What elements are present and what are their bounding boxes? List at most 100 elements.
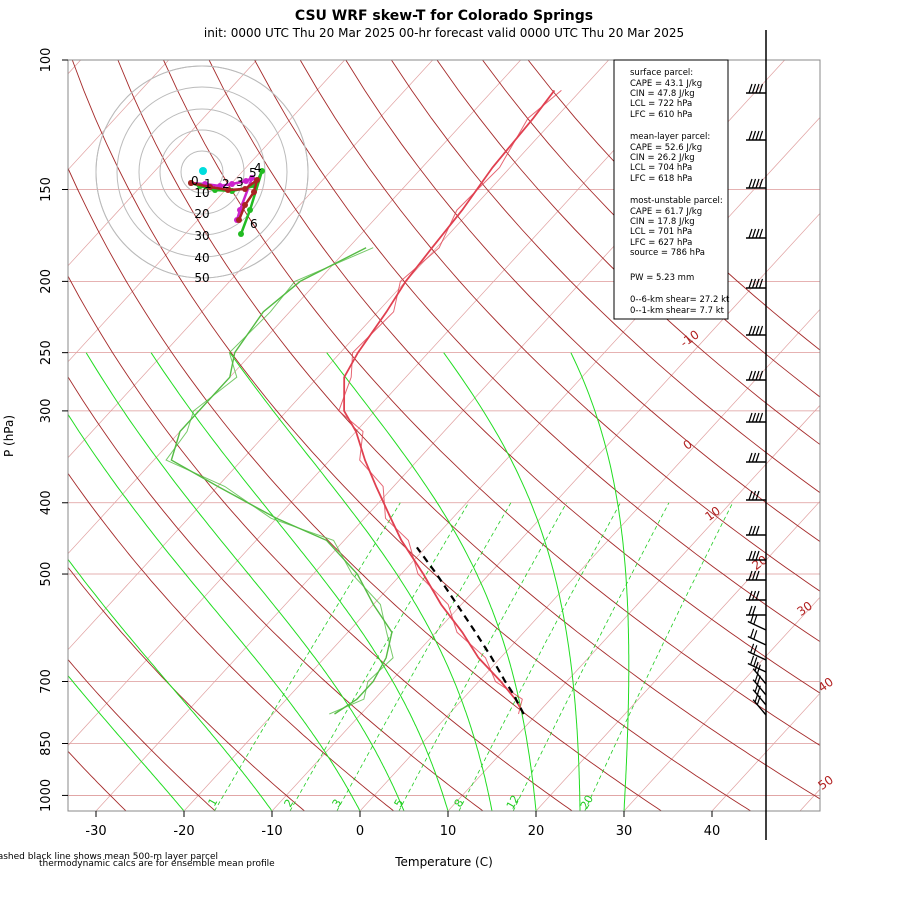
wind-barb-flag bbox=[750, 613, 755, 624]
dry-adiabat-line bbox=[68, 658, 216, 811]
dry-adiabat-line bbox=[436, 60, 820, 446]
storm-motion-marker bbox=[199, 167, 207, 175]
mean-layer-cape: CAPE = 52.6 J/kg bbox=[630, 143, 702, 153]
wind-barb-flag bbox=[751, 590, 757, 601]
hodograph-point bbox=[259, 168, 265, 174]
x-tick-label: -10 bbox=[261, 824, 282, 839]
hodograph-point bbox=[188, 180, 194, 186]
hodograph-point bbox=[242, 202, 248, 208]
mean-layer-cin: CIN = 26.2 J/kg bbox=[630, 153, 695, 163]
wind-barb-flag bbox=[751, 278, 757, 289]
wind-barb-flag bbox=[758, 278, 764, 289]
y-tick-label: 150 bbox=[39, 177, 54, 202]
wind-barb bbox=[746, 370, 766, 381]
hodograph-point bbox=[225, 187, 231, 193]
wind-barb-flag bbox=[753, 630, 758, 640]
wind-barb-flag bbox=[748, 130, 753, 141]
y-tick-label: 200 bbox=[39, 269, 54, 294]
hodograph-point bbox=[247, 207, 253, 213]
y-tick-label: 700 bbox=[39, 669, 54, 694]
surface-lfc: LFC = 610 hPa bbox=[630, 110, 692, 120]
temperature-trace bbox=[343, 89, 556, 715]
sounding-traces bbox=[165, 89, 562, 715]
wind-barb-flag bbox=[755, 130, 760, 141]
wind-barb-flag bbox=[758, 412, 764, 423]
dry-adiabat-line bbox=[68, 750, 127, 811]
hodograph-height-label: 2 bbox=[222, 177, 230, 191]
wind-barb-flag bbox=[755, 278, 760, 289]
dry-adiabat-line bbox=[68, 472, 394, 811]
surface-parcel-header: surface parcel: bbox=[630, 68, 693, 78]
most-unstable-cin: CIN = 17.8 J/kg bbox=[630, 217, 695, 227]
hodograph-ring-label: 50 bbox=[194, 271, 209, 285]
shear-0-1km: 0--1-km shear= 7.7 kt bbox=[630, 306, 725, 316]
hodograph-point bbox=[238, 231, 244, 237]
shear-0-6km: 0--6-km shear= 27.2 kt bbox=[630, 295, 730, 305]
wind-barb-flag bbox=[748, 605, 753, 616]
wind-barb bbox=[746, 570, 766, 581]
isotherm-line bbox=[68, 60, 257, 267]
mixing-ratio-label: 20 bbox=[578, 793, 596, 812]
x-tick-label: -30 bbox=[85, 824, 106, 839]
wind-barb-flag bbox=[758, 325, 764, 336]
most-unstable-cape: CAPE = 61.7 J/kg bbox=[630, 207, 702, 217]
wind-barb-flag bbox=[758, 370, 764, 381]
dry-adiabat-label: 20 bbox=[749, 553, 770, 573]
wind-barb-staff bbox=[747, 635, 767, 646]
isotherm-line bbox=[68, 60, 609, 651]
wind-barb bbox=[746, 412, 766, 423]
wind-barb-flag bbox=[755, 490, 760, 501]
mean-layer-header: mean-layer parcel: bbox=[630, 132, 710, 142]
wind-barb bbox=[746, 490, 766, 501]
surface-cape: CAPE = 43.1 J/kg bbox=[630, 79, 702, 89]
wind-barb-flag bbox=[755, 452, 760, 463]
x-tick-label: 30 bbox=[616, 824, 633, 839]
dry-adiabat-line bbox=[482, 60, 820, 398]
dry-adiabat-label: 10 bbox=[702, 504, 723, 524]
dewpoint-trace bbox=[170, 247, 393, 715]
x-tick-label: 40 bbox=[704, 824, 721, 839]
y-tick-label: 850 bbox=[39, 731, 54, 756]
wind-barb bbox=[746, 278, 766, 289]
x-tick-label: 0 bbox=[356, 824, 364, 839]
hodograph-height-label: 6 bbox=[250, 217, 258, 231]
wind-barb bbox=[746, 83, 766, 94]
wind-barb-flag bbox=[756, 695, 761, 705]
hodograph-ring bbox=[159, 129, 245, 215]
dry-adiabat-line bbox=[254, 60, 820, 643]
moist-adiabat-line bbox=[326, 352, 537, 811]
wind-barb-flag bbox=[748, 550, 753, 561]
wind-barb-flag bbox=[748, 490, 753, 501]
x-tick-label: -20 bbox=[173, 824, 194, 839]
precipitable-water: PW = 5.23 mm bbox=[630, 273, 694, 283]
wind-barb bbox=[746, 590, 766, 601]
wind-barb-flag bbox=[753, 657, 758, 667]
wind-barb-flag bbox=[754, 661, 759, 672]
wind-barb-flag bbox=[758, 83, 764, 94]
wind-barb-flag bbox=[748, 83, 753, 94]
mixing-ratio-label: 2 bbox=[282, 797, 297, 810]
wind-barb-staff bbox=[747, 620, 767, 631]
moist-adiabat-line bbox=[443, 352, 581, 811]
wind-barb-flag bbox=[755, 228, 760, 239]
footnote-ensemble: thermodynamic calcs are for ensemble mea… bbox=[39, 859, 275, 869]
wind-barb-flag bbox=[750, 655, 755, 666]
dry-adiabat-line bbox=[163, 60, 820, 746]
y-tick-label: 250 bbox=[39, 340, 54, 365]
hodograph-ring bbox=[116, 86, 288, 258]
dry-adiabat-line bbox=[68, 376, 484, 811]
x-axis-label: Temperature (C) bbox=[394, 855, 493, 869]
wind-barb bbox=[747, 655, 767, 673]
hodograph-ring bbox=[180, 150, 224, 194]
isotherm-line bbox=[68, 60, 521, 555]
y-tick-label: 500 bbox=[39, 562, 54, 587]
y-axis-label: P (hPa) bbox=[2, 415, 16, 457]
wind-barb-flag bbox=[748, 278, 753, 289]
y-tick-label: 400 bbox=[39, 490, 54, 515]
mixing-ratio-line bbox=[398, 502, 567, 811]
hodograph-point bbox=[243, 178, 249, 184]
wind-barb-flag bbox=[751, 178, 757, 189]
wind-barb-flag bbox=[755, 590, 760, 601]
mixing-ratio-line bbox=[214, 502, 401, 811]
